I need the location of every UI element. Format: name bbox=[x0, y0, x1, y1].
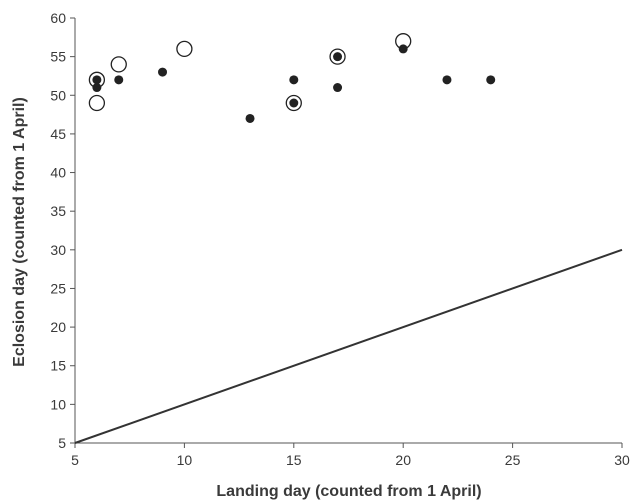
y-tick-label: 30 bbox=[50, 242, 66, 258]
x-tick-label: 20 bbox=[395, 452, 411, 468]
y-tick-label: 35 bbox=[50, 203, 66, 219]
y-tick-label: 55 bbox=[50, 49, 66, 65]
y-tick-label: 20 bbox=[50, 319, 66, 335]
y-tick-label: 40 bbox=[50, 165, 66, 181]
filled-circle-point bbox=[245, 113, 255, 123]
x-tick-label: 10 bbox=[177, 452, 193, 468]
filled-circle-point bbox=[333, 83, 343, 93]
reference-line-group bbox=[74, 248, 623, 444]
axes: 5 10 15 20 25 30 35 40 45 50 55 60 5 10 15 20 25 30 bbox=[50, 10, 630, 468]
y-tick-label: 10 bbox=[50, 396, 66, 412]
filled-circle-point bbox=[92, 75, 102, 85]
open-circle-point bbox=[285, 94, 302, 112]
open-circle-point bbox=[329, 48, 346, 65]
filled-circle-point bbox=[442, 75, 452, 85]
open-circle-point bbox=[176, 40, 193, 58]
open-circle-point bbox=[88, 94, 106, 112]
y-tick-label: 45 bbox=[50, 126, 66, 142]
filled-circle-point bbox=[289, 98, 299, 108]
y-axis-title: Eclosion day (counted from 1 April) bbox=[11, 97, 28, 367]
filled-circle-point bbox=[158, 67, 168, 77]
filled-circle-point bbox=[114, 75, 124, 85]
data-points bbox=[88, 33, 496, 123]
filled-circle-point bbox=[486, 75, 496, 85]
x-tick-label: 25 bbox=[505, 452, 521, 468]
y-tick-label: 25 bbox=[50, 280, 66, 296]
open-circle-point bbox=[88, 71, 106, 88]
filled-circle-point bbox=[333, 52, 343, 62]
y-tick-label: 5 bbox=[58, 435, 66, 451]
x-tick-label: 15 bbox=[286, 452, 302, 468]
y-tick-label: 15 bbox=[50, 358, 66, 374]
open-circle-point bbox=[110, 56, 127, 73]
x-axis-title: Landing day (counted from 1 April) bbox=[216, 483, 481, 500]
y-tick-label: 60 bbox=[50, 10, 66, 26]
x-tick-label: 30 bbox=[614, 452, 630, 468]
x-tick-label: 5 bbox=[71, 452, 79, 468]
filled-circle-point bbox=[289, 75, 299, 85]
reference-line bbox=[74, 248, 623, 444]
y-tick-label: 50 bbox=[50, 87, 66, 103]
open-circle-point bbox=[395, 33, 412, 50]
